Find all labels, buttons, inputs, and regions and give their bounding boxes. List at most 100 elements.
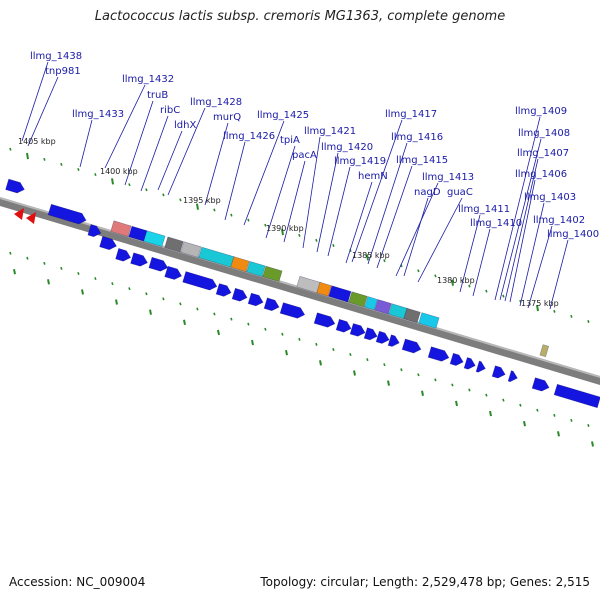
gene-label[interactable]: tnp981 xyxy=(45,66,81,77)
gene-label[interactable]: ribC xyxy=(160,105,180,116)
gene-feature[interactable] xyxy=(403,307,421,324)
gene-feature[interactable] xyxy=(110,220,132,237)
tick-mark xyxy=(383,259,386,263)
gene-feature[interactable] xyxy=(388,303,408,320)
gene-feature[interactable] xyxy=(215,283,232,297)
gene-feature[interactable] xyxy=(279,302,306,319)
gene-feature[interactable] xyxy=(231,287,248,302)
gene-label[interactable]: llmg_1400 xyxy=(547,229,599,240)
gene-feature[interactable] xyxy=(180,241,202,258)
leader-line xyxy=(302,136,321,249)
leader-line xyxy=(104,84,146,169)
gene-feature[interactable] xyxy=(507,370,518,383)
gene-label[interactable]: hemN xyxy=(358,171,388,182)
gene-feature[interactable] xyxy=(328,285,352,303)
gene-feature[interactable] xyxy=(316,281,332,297)
gene-feature[interactable] xyxy=(263,297,280,312)
tick-mark xyxy=(451,383,454,387)
gene-label[interactable]: llmg_1426 xyxy=(223,131,275,142)
gene-feature[interactable] xyxy=(246,261,266,277)
tick-mark xyxy=(353,370,356,376)
gene-feature[interactable] xyxy=(230,256,250,273)
gene-feature[interactable] xyxy=(128,225,148,242)
kbp-tick-marks xyxy=(9,147,594,447)
gene-feature[interactable] xyxy=(198,246,235,268)
gene-feature[interactable] xyxy=(115,248,132,262)
gene-label[interactable]: llmg_1410 xyxy=(470,218,522,229)
gene-label[interactable]: pacA xyxy=(292,150,317,161)
gene-label[interactable]: llmg_1411 xyxy=(458,204,510,215)
gene-feature[interactable] xyxy=(164,265,183,280)
gene-feature[interactable] xyxy=(148,256,169,272)
gene-label[interactable]: llmg_1413 xyxy=(422,172,474,183)
gene-label[interactable]: llmg_1408 xyxy=(518,128,570,139)
gene-feature[interactable] xyxy=(99,235,117,251)
kbp-label: 1390 kbp xyxy=(266,224,304,233)
leader-line xyxy=(459,214,481,293)
gene-label[interactable]: nagD xyxy=(414,187,441,198)
reverse-gene-feature[interactable] xyxy=(26,212,36,224)
gene-feature[interactable] xyxy=(182,271,218,291)
leader-line xyxy=(504,158,539,302)
gene-label[interactable]: llmg_1403 xyxy=(524,192,576,203)
gene-feature[interactable] xyxy=(418,312,440,329)
gene-feature[interactable] xyxy=(374,299,392,315)
gene-feature[interactable] xyxy=(375,330,390,344)
tick-mark xyxy=(115,299,118,305)
leader-line xyxy=(519,202,545,307)
gene-label[interactable]: guaC xyxy=(447,187,473,198)
gene-label[interactable]: llmg_1406 xyxy=(515,169,567,180)
gene-feature[interactable] xyxy=(5,178,25,194)
gene-feature[interactable] xyxy=(539,344,550,358)
gene-feature[interactable] xyxy=(401,338,422,354)
gene-label[interactable]: llmg_1415 xyxy=(396,155,448,166)
gene-label[interactable]: llmg_1432 xyxy=(122,74,174,85)
gene-feature[interactable] xyxy=(427,346,450,362)
leader-line xyxy=(376,165,413,269)
gene-feature[interactable] xyxy=(349,323,366,337)
gene-feature[interactable] xyxy=(449,352,464,366)
tick-mark xyxy=(332,243,335,247)
gene-feature[interactable] xyxy=(130,252,148,267)
gene-feature[interactable] xyxy=(387,334,400,347)
gene-feature[interactable] xyxy=(164,236,184,253)
gene-feature[interactable] xyxy=(47,203,87,225)
gene-label[interactable]: tpiA xyxy=(280,135,300,146)
gene-feature[interactable] xyxy=(247,292,264,307)
gene-label[interactable]: murQ xyxy=(213,112,241,123)
leader-line xyxy=(351,119,403,263)
gene-feature[interactable] xyxy=(475,360,486,373)
gene-feature[interactable] xyxy=(463,357,476,370)
gene-label[interactable]: llmg_1416 xyxy=(391,132,443,143)
gene-label[interactable]: truB xyxy=(147,90,168,101)
gene-label[interactable]: llmg_1407 xyxy=(517,148,569,159)
gene-label[interactable]: llmg_1402 xyxy=(533,215,585,226)
gene-feature[interactable] xyxy=(87,224,102,238)
gene-feature[interactable] xyxy=(313,312,336,328)
gene-label[interactable]: llmg_1438 xyxy=(30,51,82,62)
gene-label[interactable]: llmg_1420 xyxy=(321,142,373,153)
gene-label[interactable]: llmg_1425 xyxy=(257,110,309,121)
tick-mark xyxy=(298,337,301,341)
gene-label[interactable]: llmg_1428 xyxy=(190,97,242,108)
gene-label[interactable]: llmg_1409 xyxy=(515,106,567,117)
gene-feature[interactable] xyxy=(262,265,283,282)
gene-feature[interactable] xyxy=(491,365,506,379)
gene-feature[interactable] xyxy=(363,327,378,341)
gene-feature[interactable] xyxy=(348,291,368,308)
tick-mark xyxy=(94,277,97,281)
gene-feature[interactable] xyxy=(553,383,600,409)
gene-feature[interactable] xyxy=(364,296,378,311)
gene-label[interactable]: llmg_1417 xyxy=(385,109,437,120)
gene-feature[interactable] xyxy=(143,230,166,247)
gene-label[interactable]: llmg_1419 xyxy=(334,156,386,167)
tick-mark xyxy=(366,358,369,362)
gene-label[interactable]: llmg_1433 xyxy=(72,109,124,120)
gene-feature[interactable] xyxy=(335,318,352,333)
gene-label[interactable]: ldhX xyxy=(174,120,196,131)
reverse-gene-feature[interactable] xyxy=(14,208,24,220)
gene-label[interactable]: llmg_1421 xyxy=(304,126,356,137)
leader-line xyxy=(403,197,429,277)
tick-mark xyxy=(553,413,556,417)
gene-feature[interactable] xyxy=(531,377,550,392)
